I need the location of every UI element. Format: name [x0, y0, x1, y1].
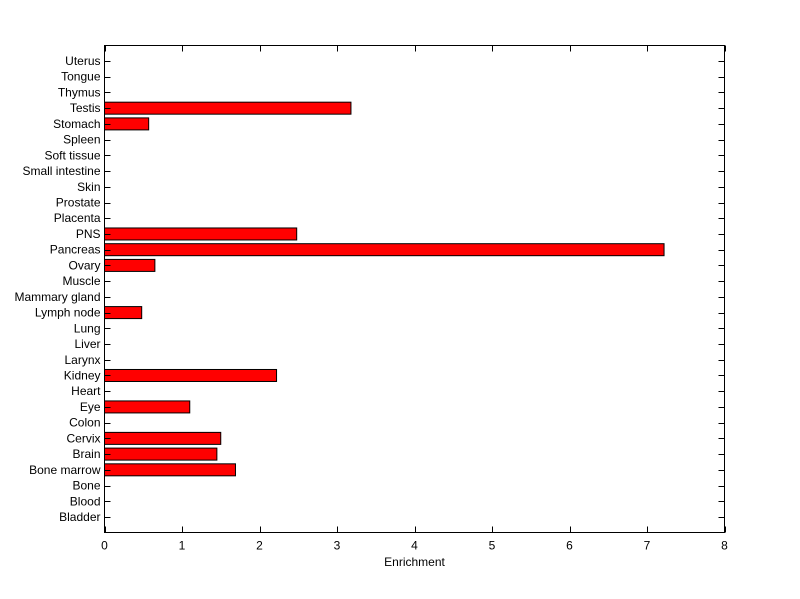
y-tick-label: Cervix [66, 431, 100, 445]
x-tick-label: 0 [101, 539, 108, 553]
x-tick-label: 1 [179, 539, 186, 553]
x-tick-label: 7 [644, 539, 651, 553]
y-tick-label: Bone [72, 479, 100, 493]
bars-group [104, 101, 665, 477]
x-tick-label: 6 [566, 539, 573, 553]
y-tick-label: Heart [71, 384, 101, 398]
y-tick-label: Spleen [63, 133, 100, 147]
y-tick-label: Larynx [64, 353, 100, 367]
x-tick-label: 4 [411, 539, 418, 553]
x-tick-label: 2 [256, 539, 263, 553]
y-tick-label: Bone marrow [29, 463, 101, 477]
x-tick-label: 5 [489, 539, 496, 553]
y-tick-label: Skin [77, 180, 100, 194]
x-tick-label: 8 [721, 539, 728, 553]
y-tick-label: Kidney [64, 368, 101, 382]
y-tick-label: Liver [74, 337, 100, 351]
bar-brain [104, 447, 218, 461]
y-tick-label: Testis [70, 101, 101, 115]
bar-bone-marrow [104, 463, 236, 477]
y-tick-label: Brain [72, 447, 100, 461]
y-tick-label: Blood [70, 494, 101, 508]
y-tick-label: Soft tissue [44, 148, 100, 162]
bar-cervix [104, 431, 222, 445]
bar-eye [104, 400, 191, 414]
x-tick-label: 3 [334, 539, 341, 553]
bar-pns [104, 227, 298, 241]
y-tick-label: Colon [69, 416, 100, 430]
y-tick-label: Bladder [59, 510, 100, 524]
y-tick-label: Stomach [53, 117, 100, 131]
y-tick-label: Prostate [56, 196, 101, 210]
y-tick-label: Thymus [58, 85, 101, 99]
y-tick-label: Ovary [68, 258, 100, 272]
y-tick-label: PNS [76, 227, 101, 241]
bar-ovary [104, 258, 156, 272]
bar-lymph-node [104, 306, 143, 320]
y-tick-label: Lymph node [35, 306, 101, 320]
y-tick-label: Uterus [65, 54, 100, 68]
bar-stomach [104, 117, 150, 131]
x-axis-label: Enrichment [384, 555, 445, 569]
bar-pancreas [104, 243, 665, 257]
y-tick-label: Eye [80, 400, 101, 414]
y-tick-label: Tongue [61, 70, 101, 84]
bar-testis [104, 101, 352, 115]
y-tick-label: Mammary gland [14, 290, 100, 304]
x-axis-ticks: 0 1 2 3 4 5 6 7 8 [101, 45, 728, 553]
plot-area-frame [104, 45, 725, 533]
bar-kidney [104, 368, 278, 382]
y-tick-label: Lung [74, 321, 101, 335]
y-tick-label: Placenta [54, 211, 101, 225]
y-tick-label: Muscle [62, 274, 100, 288]
y-tick-label: Small intestine [22, 164, 100, 178]
y-tick-label: Pancreas [50, 243, 101, 257]
